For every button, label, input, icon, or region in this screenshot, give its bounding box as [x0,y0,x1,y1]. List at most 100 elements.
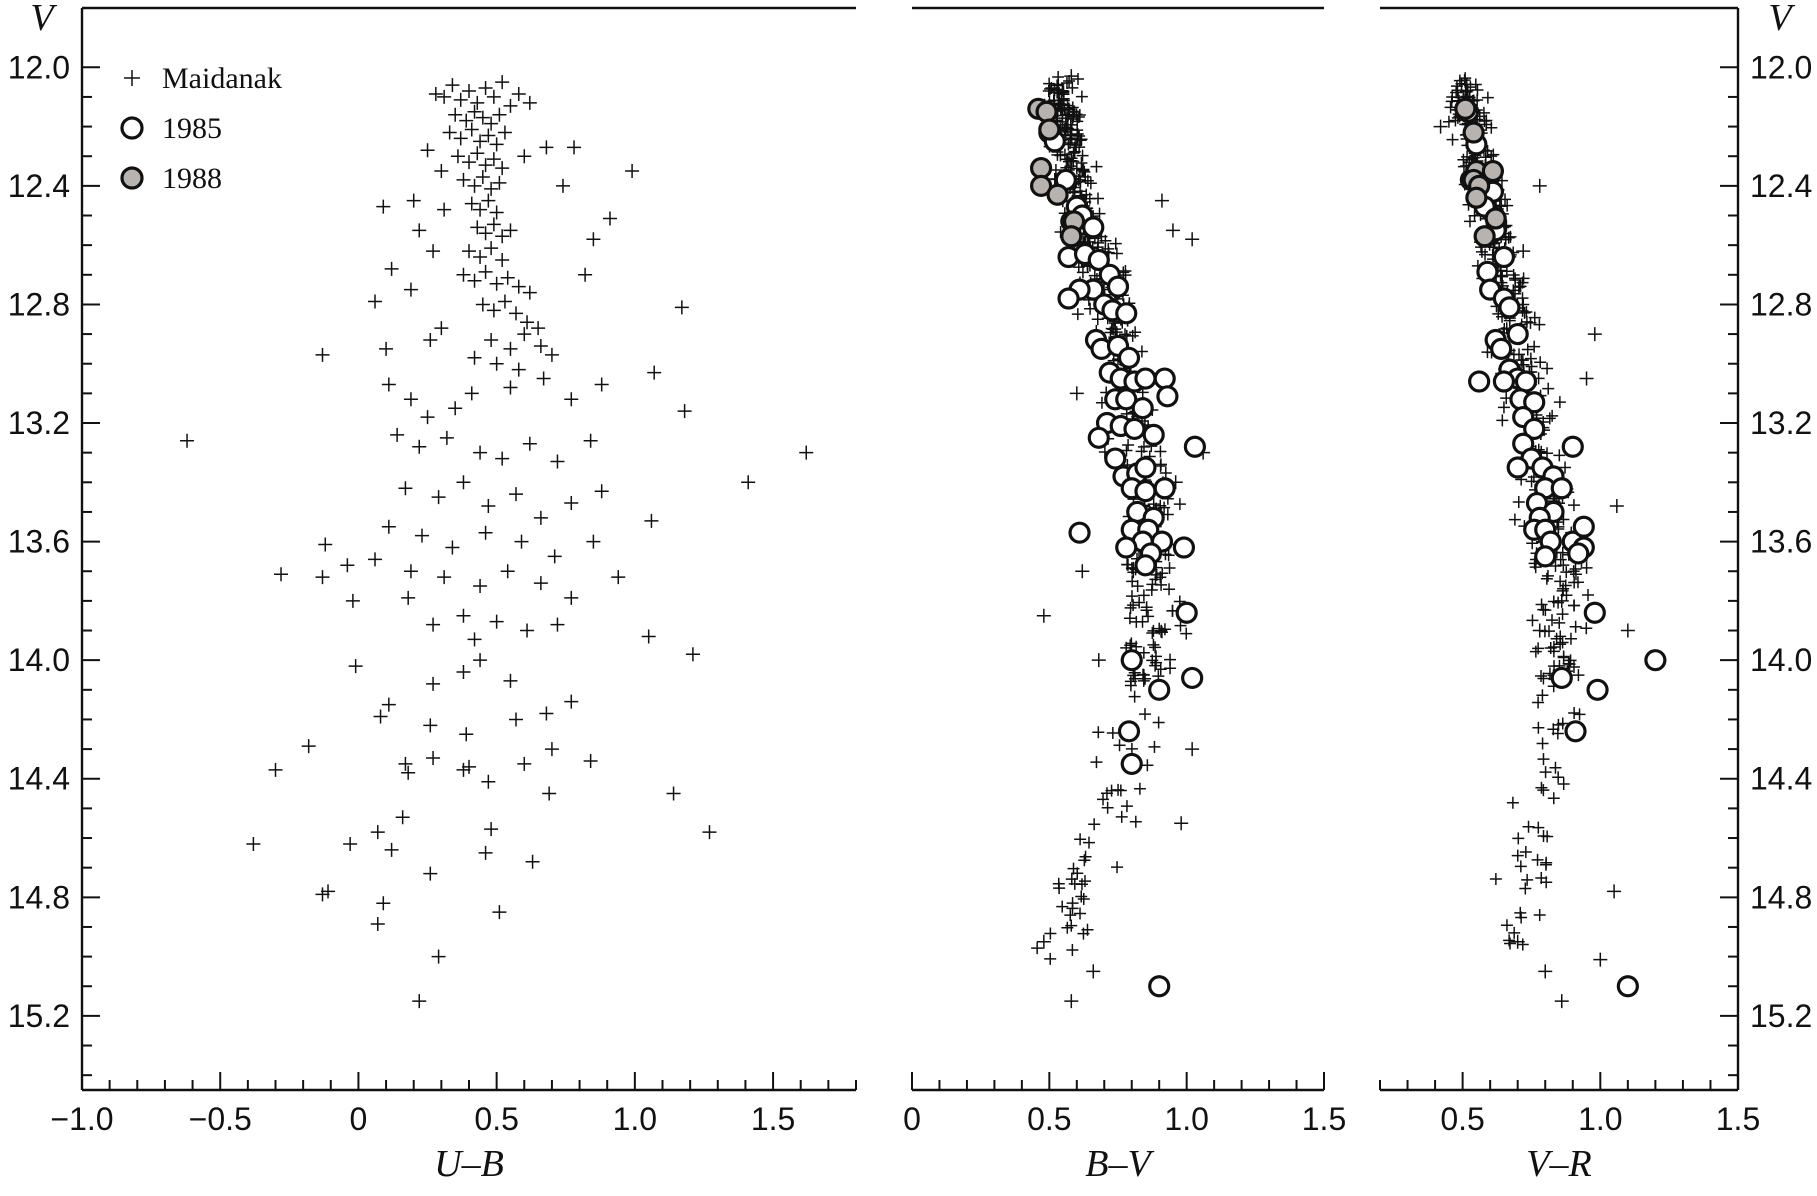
maidanak-point [1091,313,1104,326]
panel-u-b: −1.0 −0.5 0 0.5 1.0 1.5 U–B 12.0 12.4 12.8 13.2 13.… [8,0,857,1185]
maidanak-point [315,570,330,585]
maidanak-point [381,377,396,392]
maidanak-point [1068,145,1081,158]
point-1985 [1120,752,1143,776]
maidanak-point [462,155,476,170]
maidanak-point [1528,340,1541,353]
maidanak-point [448,401,463,416]
maidanak-point [583,753,598,768]
maidanak-point [381,697,396,712]
maidanak-point [1512,281,1525,294]
maidanak-point [1528,311,1541,324]
point-1985 [1115,536,1138,559]
maidanak-point [1146,627,1159,640]
maidanak-point [1127,599,1140,612]
maidanak-point [1536,737,1549,750]
point-1985 [1057,287,1080,310]
point-1985 [1523,391,1546,414]
y-tick-label: 15.2 [8,998,70,1034]
maidanak-point [1535,872,1548,885]
maidanak-point [1056,900,1069,913]
maidanak-point [492,175,507,190]
maidanak-point [1056,98,1069,111]
maidanak-point [481,774,496,789]
point-1985 [1106,275,1130,298]
maidanak-point [459,727,474,742]
maidanak-point [1070,162,1083,175]
point-1985 [1082,216,1105,239]
maidanak-point [412,439,427,454]
maidanak-point [1496,414,1509,427]
maidanak-point [1131,580,1144,593]
maidanak-point [594,377,609,392]
maidanak-point [1126,575,1139,588]
x-tick-label: −0.5 [189,1101,252,1137]
maidanak-point [456,267,471,282]
maidanak-point [1511,849,1524,862]
maidanak-point [1077,892,1090,905]
maidanak-point [1092,236,1105,249]
maidanak-point [1567,660,1580,673]
maidanak-point [434,164,449,179]
maidanak-point [1162,549,1175,562]
legend: Maidanak 1985 1988 [120,62,282,195]
maidanak-point [1464,81,1477,94]
maidanak-point [484,116,499,131]
point-1985 [1117,720,1141,743]
maidanak-point [1536,689,1549,702]
maidanak-point [1065,919,1078,932]
maidanak-point [1540,572,1553,585]
maidanak-point [415,528,430,543]
point-1985 [1134,456,1157,479]
maidanak-point [520,315,535,330]
maidanak-point [437,202,452,217]
maidanak-point [1547,641,1560,654]
maidanak-point [1066,897,1079,910]
maidanak-point [564,590,579,605]
maidanak-point [702,825,717,840]
maidanak-point [1068,105,1081,118]
maidanak-point [522,285,537,300]
maidanak-point [1078,875,1091,888]
maidanak-point [1559,461,1572,474]
maidanak-point [1504,937,1516,950]
point-1985 [1148,678,1171,701]
maidanak-point [1514,906,1527,919]
maidanak-point [1075,564,1090,579]
maidanak-point [495,252,510,267]
point-1988 [1484,207,1507,230]
x-tick-label: −1.0 [50,1101,113,1137]
maidanak-point [456,762,471,777]
y-tick-label: 13.2 [8,405,70,441]
x-axis-title: U–B [434,1143,504,1185]
maidanak-point [1145,583,1158,596]
maidanak-point [1065,123,1078,136]
maidanak-point [520,623,535,638]
maidanak-point [1066,943,1079,956]
maidanak-point [1133,596,1146,609]
maidanak-point [437,89,452,104]
maidanak-point [644,513,659,528]
maidanak-point [1173,498,1186,511]
maidanak-point [1532,642,1545,655]
maidanak-point [1542,382,1555,395]
point-1985 [1104,447,1127,470]
maidanak-point [564,496,579,511]
maidanak-point [462,84,476,99]
maidanak-point [459,113,474,128]
maidanak-point [1156,567,1169,580]
y-tick-label: 15.2 [1750,998,1812,1034]
legend-marker-1985 [120,116,144,140]
point-1988 [1029,156,1053,180]
maidanak-point [412,994,427,1009]
maidanak-point [373,709,388,724]
maidanak-point [495,451,510,466]
point-1985 [1468,370,1491,393]
maidanak-point [462,759,476,774]
maidanak-point [1485,121,1498,134]
point-1985 [1523,417,1546,441]
maidanak-point [478,226,493,241]
maidanak-point [376,896,391,911]
maidanak-point [1593,952,1608,967]
maidanak-point [1155,626,1168,639]
